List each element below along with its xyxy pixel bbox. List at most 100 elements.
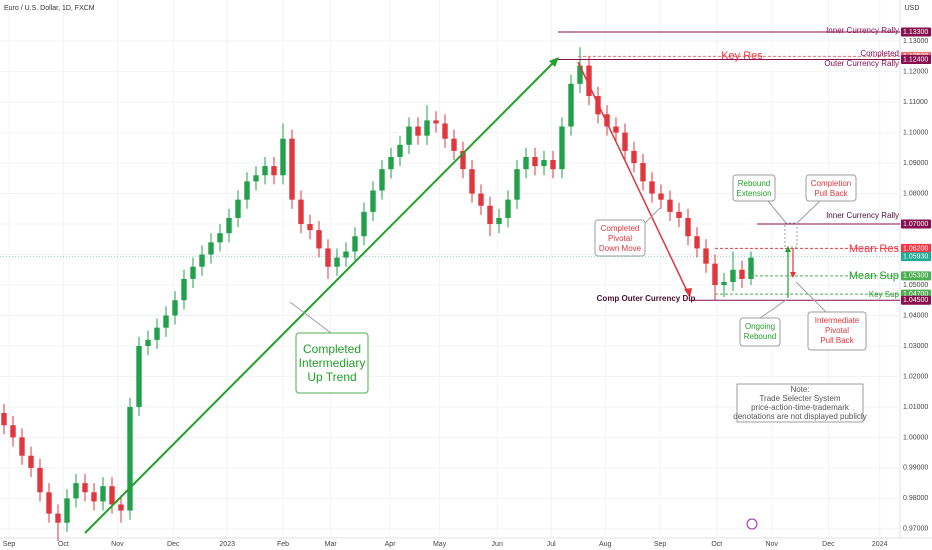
candle-body: [361, 211, 367, 237]
candle-body: [442, 123, 448, 139]
connector: [642, 207, 661, 226]
candle-body: [154, 327, 160, 340]
note-text: Note:: [790, 385, 809, 394]
connector: [796, 200, 821, 224]
candle-body: [46, 492, 52, 514]
candle-body: [487, 205, 493, 225]
candle-body: [208, 242, 214, 255]
candle-body: [460, 150, 466, 170]
price-tag: [901, 219, 931, 229]
price-tag: [901, 271, 931, 281]
x-tick-label: May: [433, 541, 447, 548]
candle-body: [280, 138, 286, 176]
candle-body: [550, 160, 556, 170]
candle-body: [478, 193, 484, 206]
candle-body: [73, 483, 79, 499]
x-tick-label: Feb: [277, 541, 289, 548]
connector: [795, 281, 827, 313]
annotation-text: Pull Back: [814, 189, 848, 198]
candle-body: [514, 169, 520, 200]
price-tag-label: 1.04500: [903, 297, 928, 304]
x-tick-label: Nov: [765, 541, 778, 548]
x-tick-label: Jul: [547, 541, 556, 548]
candle-body: [235, 199, 241, 218]
candle-body: [631, 150, 637, 164]
x-tick-label: Dec: [167, 541, 180, 548]
candle-body: [505, 199, 511, 218]
candle-body: [226, 217, 232, 234]
y-tick-label: 1.12000: [903, 68, 928, 75]
candle-body: [91, 492, 97, 502]
x-tick-label: Apr: [385, 541, 397, 548]
candle-body: [343, 251, 349, 258]
x-tick-label: Nov: [111, 541, 124, 548]
x-tick-label: Jun: [492, 541, 503, 548]
candle-body: [334, 257, 340, 267]
candle-body: [307, 224, 313, 231]
x-tick-label: Oct: [711, 541, 722, 548]
candle-body: [433, 120, 439, 124]
annotation-text: Pivotal: [825, 326, 849, 335]
arrow-head: [785, 246, 791, 252]
note-text: denotations are not displayed publicly: [733, 412, 866, 421]
note-box: [736, 383, 864, 423]
annotation-text: Up Trend: [307, 370, 356, 384]
candle-body: [1, 413, 7, 426]
y-tick-label: 1.10000: [903, 129, 928, 136]
candle-body: [217, 233, 223, 243]
y-tick-label: 1.05000: [903, 282, 928, 289]
zone-box: [784, 222, 798, 248]
candle-body: [28, 455, 34, 468]
x-tick-label: Aug: [599, 541, 612, 548]
candle-body: [748, 257, 754, 279]
candle-body: [739, 269, 745, 279]
candle-body: [640, 163, 646, 182]
price-tag-label: 1.07000: [903, 221, 928, 228]
annotation-text: Completed: [303, 342, 361, 356]
x-tick-label: Mar: [325, 541, 338, 548]
level-name: Comp Outer Currency Dip: [597, 294, 696, 303]
candle-body: [685, 217, 691, 237]
candle-body: [586, 65, 592, 97]
y-tick-label: 0.97000: [903, 526, 928, 533]
candle-body: [568, 83, 574, 127]
candle-body: [172, 300, 178, 316]
candle-body: [136, 345, 142, 407]
candle-body: [199, 254, 205, 267]
annotation-text: Intermediary: [299, 356, 366, 370]
annotation-text: Completed: [601, 224, 640, 233]
candle-body: [127, 406, 133, 511]
annotation-box: [739, 317, 781, 347]
x-tick-label: Sep: [3, 541, 16, 548]
connector: [767, 200, 787, 224]
arrow-head: [549, 57, 559, 67]
annotation-text: Ongoing: [745, 322, 775, 331]
candle-body: [262, 166, 268, 176]
candle-body: [271, 166, 277, 176]
candle-body: [604, 114, 610, 127]
level-name: Completed: [860, 49, 899, 58]
x-tick-label: 2024: [872, 541, 888, 548]
level-name: Mean Res: [849, 243, 900, 255]
price-tag-label: 1.06200: [903, 245, 928, 252]
note-text: price-action-time-trademark: [751, 403, 850, 412]
y-tick-label: 1.13000: [903, 38, 928, 45]
annotation-text: Rebound: [744, 332, 776, 341]
event-icon[interactable]: [746, 518, 758, 530]
annotation-text: Down Move: [599, 244, 642, 253]
candle-body: [667, 199, 673, 212]
y-tick-label: 1.09000: [903, 160, 928, 167]
y-tick-label: 1.03000: [903, 343, 928, 350]
annotation-text: Pivotal: [608, 234, 632, 243]
price-tag-label: 1.04700: [903, 291, 928, 298]
level-name: Mean Sup: [849, 270, 899, 282]
candle-body: [406, 126, 412, 145]
candle-body: [415, 126, 421, 136]
candle-body: [370, 190, 376, 212]
candle-body: [532, 156, 538, 167]
x-tick-label: Dec: [822, 541, 835, 548]
candle-body: [613, 126, 619, 133]
candle-body: [397, 144, 403, 157]
candle-body: [190, 266, 196, 279]
candle-body: [19, 437, 25, 456]
